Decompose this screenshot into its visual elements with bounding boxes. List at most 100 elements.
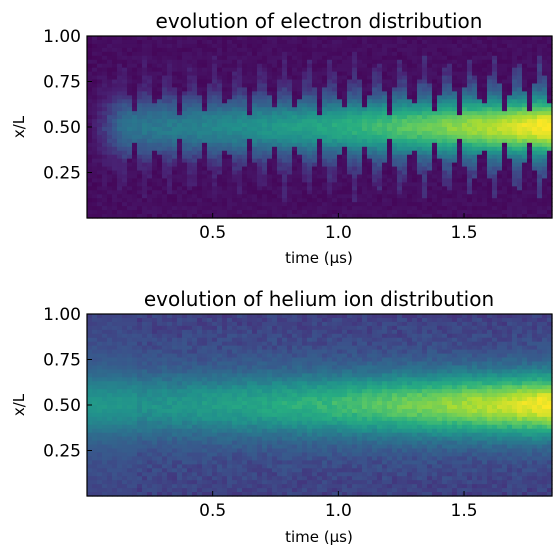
heatmap-cell <box>342 154 348 160</box>
heatmap-cell <box>207 99 213 104</box>
heatmap-cell <box>447 202 453 207</box>
heatmap-cell <box>447 142 453 148</box>
heatmap-cell <box>417 150 423 156</box>
heatmap-cell <box>222 130 228 136</box>
heatmap-cell <box>372 59 378 65</box>
heatmap-cell <box>332 63 338 69</box>
heatmap-cell <box>217 162 223 168</box>
heatmap-cell <box>382 178 388 183</box>
heatmap-cell <box>142 190 148 195</box>
heatmap-cell <box>382 75 388 81</box>
helium-ion-panel: evolution of helium ion distribution 0.5… <box>10 287 553 546</box>
heatmap-cell <box>392 83 398 89</box>
heatmap-cell <box>302 127 308 132</box>
heatmap-cell <box>142 59 148 65</box>
heatmap-cell <box>247 55 253 61</box>
heatmap-cell <box>122 424 128 430</box>
heatmap-cell <box>192 202 198 207</box>
heatmap-cell <box>337 95 343 100</box>
heatmap-cell <box>177 170 183 176</box>
heatmap-cell <box>542 210 548 215</box>
heatmap-cell <box>147 206 153 211</box>
heatmap-cell <box>92 329 98 335</box>
heatmap-cell <box>422 174 428 180</box>
heatmap-cell <box>187 99 193 104</box>
heatmap-cell <box>372 202 378 207</box>
heatmap-cell <box>547 99 553 104</box>
heatmap-cell <box>107 408 113 414</box>
heatmap-cell <box>87 43 93 49</box>
heatmap-cell <box>447 115 453 120</box>
heatmap-cell <box>192 123 198 128</box>
heatmap-cell <box>127 111 133 116</box>
heatmap-cell <box>102 202 108 207</box>
heatmap-cell <box>97 353 103 359</box>
heatmap-cell <box>87 424 93 430</box>
heatmap-cell <box>222 210 228 215</box>
heatmap-cell <box>232 55 238 61</box>
heatmap-cell <box>417 115 423 120</box>
heatmap-cell <box>372 154 378 160</box>
heatmap-cell <box>212 194 218 199</box>
heatmap-cell <box>527 47 533 53</box>
heatmap-cell <box>312 202 318 207</box>
heatmap-cell <box>182 170 188 176</box>
heatmap-cell <box>147 166 153 172</box>
heatmap-cell <box>202 39 208 45</box>
heatmap-cell <box>132 146 138 152</box>
heatmap-cell <box>537 146 543 152</box>
heatmap-cell <box>352 59 358 65</box>
heatmap-cell <box>87 127 93 132</box>
heatmap-cell <box>102 138 108 144</box>
heatmap-cell <box>182 206 188 211</box>
heatmap-cell <box>467 214 473 219</box>
heatmap-cell <box>142 468 148 473</box>
heatmap-cell <box>487 75 493 81</box>
heatmap-cell <box>92 79 98 85</box>
heatmap-cell <box>342 83 348 89</box>
heatmap-cell <box>527 154 533 160</box>
heatmap-cell <box>532 55 538 61</box>
heatmap-cell <box>407 79 413 85</box>
heatmap-cell <box>217 71 223 77</box>
heatmap-cell <box>287 182 293 187</box>
heatmap-cell <box>132 444 138 450</box>
heatmap-cell <box>442 83 448 89</box>
heatmap-cell <box>482 99 488 104</box>
heatmap-cell <box>327 130 333 136</box>
heatmap-cell <box>257 67 263 73</box>
heatmap-cell <box>297 107 303 112</box>
heatmap-cell <box>532 83 538 89</box>
heatmap-cell <box>202 162 208 168</box>
heatmap-cell <box>122 440 128 446</box>
heatmap-cell <box>122 150 128 156</box>
heatmap-cell <box>482 83 488 89</box>
heatmap-cell <box>157 333 163 339</box>
heatmap-cell <box>467 59 473 65</box>
heatmap-cell <box>142 99 148 104</box>
heatmap-cell <box>417 36 423 41</box>
heatmap-cell <box>137 55 143 61</box>
heatmap-cell <box>402 55 408 61</box>
heatmap-cell <box>407 67 413 73</box>
heatmap-cell <box>482 158 488 164</box>
heatmap-cell <box>127 67 133 73</box>
heatmap-cell <box>402 111 408 116</box>
heatmap-cell <box>332 51 338 57</box>
heatmap-cell <box>437 99 443 104</box>
heatmap-cell <box>542 166 548 172</box>
heatmap-cell <box>122 194 128 199</box>
heatmap-cell <box>382 198 388 203</box>
heatmap-cell <box>367 206 373 211</box>
heatmap-cell <box>207 63 213 69</box>
heatmap-cell <box>227 166 233 172</box>
heatmap-cell <box>282 146 288 152</box>
heatmap-cell <box>132 194 138 199</box>
heatmap-cell <box>117 428 123 434</box>
heatmap-cell <box>102 412 108 418</box>
heatmap-cell <box>337 194 343 199</box>
heatmap-cell <box>262 146 268 152</box>
heatmap-cell <box>157 377 163 382</box>
heatmap-cell <box>97 337 103 343</box>
heatmap-cell <box>142 75 148 81</box>
